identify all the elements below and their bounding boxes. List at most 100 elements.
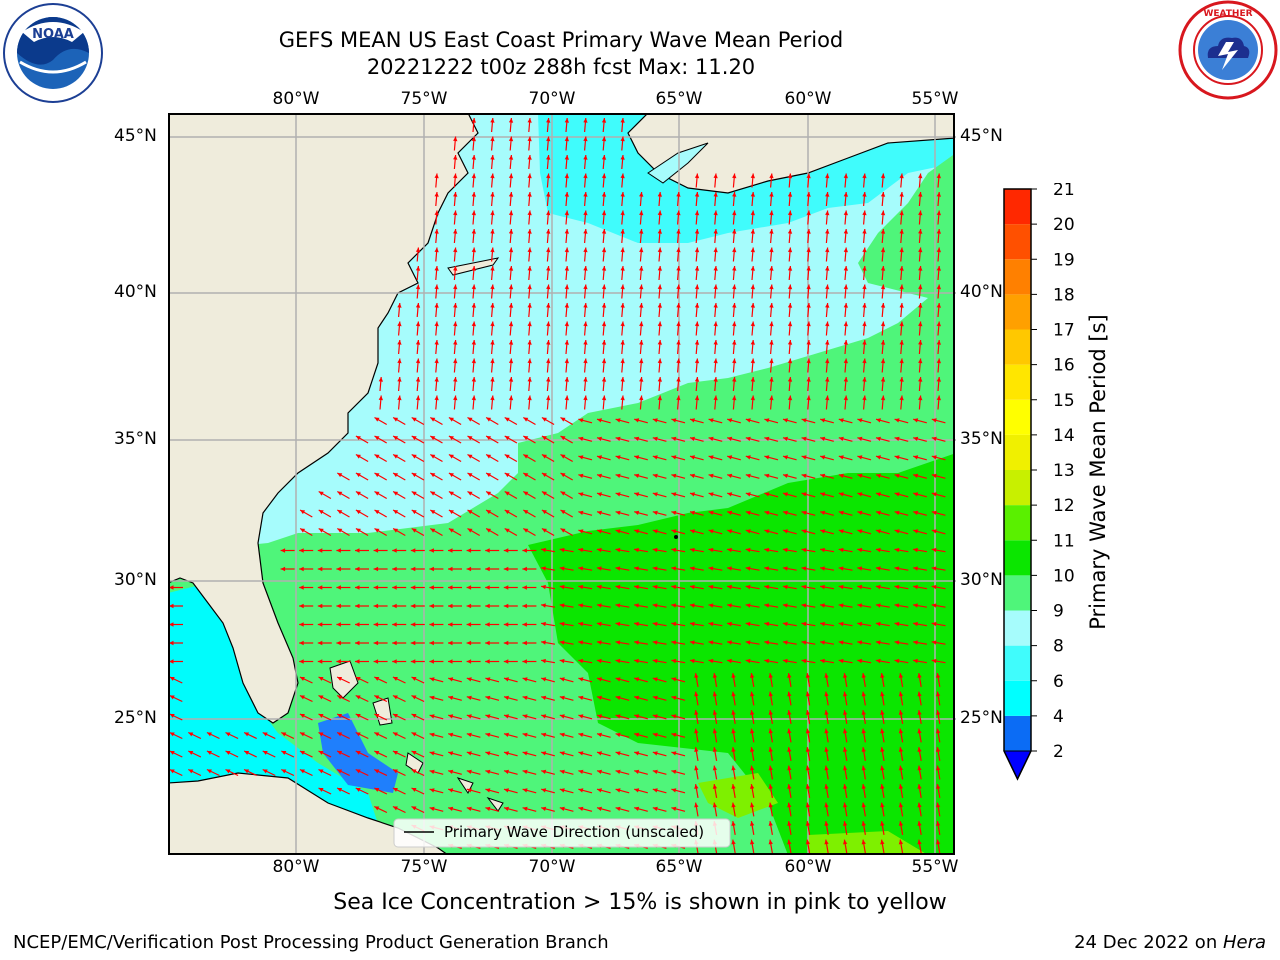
wave-arrow-head — [615, 584, 621, 590]
wave-arrow-head — [615, 658, 621, 664]
wave-arrow-head — [843, 173, 848, 179]
wave-arrow-head — [880, 728, 885, 734]
wave-arrow-head — [429, 622, 434, 627]
wave-arrow-head — [583, 136, 588, 142]
wave-arrow-head — [485, 695, 491, 700]
wave-arrow-head — [652, 769, 658, 774]
wave-arrow-head — [560, 473, 566, 478]
wave-arrow-head — [634, 714, 640, 719]
wave-arrow-head — [838, 418, 844, 423]
wave-arrow-head — [880, 821, 885, 826]
colorbar-block — [1004, 540, 1031, 576]
wave-arrow-head — [337, 769, 343, 774]
wave-arrow-head — [317, 566, 323, 572]
wave-arrow-head — [801, 547, 807, 553]
lon-tick-bottom: 70°W — [528, 857, 576, 877]
wave-arrow-head — [918, 303, 923, 308]
wave-arrow-head — [430, 417, 436, 422]
wave-arrow-head — [578, 658, 584, 664]
wave-arrow-head — [504, 436, 510, 441]
wave-arrow-head — [634, 418, 640, 423]
wave-arrow-head — [838, 621, 844, 627]
wave-arrow-head — [374, 732, 380, 737]
wave-arrow-head — [299, 732, 305, 737]
wave-arrow-head — [689, 547, 695, 553]
wave-arrow-head — [801, 455, 807, 460]
wave-arrow-head — [825, 358, 830, 364]
wave-arrow-head — [578, 751, 584, 756]
wave-arrow-head — [169, 769, 175, 774]
wave-arrow-head — [676, 303, 681, 308]
wave-arrow-head — [918, 377, 923, 382]
wave-arrow-head — [634, 806, 640, 811]
wave-arrow-head — [732, 284, 737, 290]
wave-arrow-head — [857, 510, 863, 515]
wave-arrow-head — [787, 173, 793, 179]
wave-arrow-head — [448, 714, 454, 719]
wave-arrow-head — [485, 622, 490, 627]
wave-arrow-head — [615, 769, 621, 774]
wave-arrow-head — [918, 358, 923, 364]
wave-arrow-head — [713, 266, 718, 271]
wave-arrow-head — [745, 621, 751, 627]
wave-arrow-head — [466, 622, 472, 627]
wave-arrow-head — [913, 510, 919, 515]
wave-arrow-head — [392, 769, 398, 774]
wave-arrow-head — [503, 640, 509, 646]
wave-arrow-head — [541, 491, 547, 496]
wave-arrow-head — [671, 418, 677, 423]
ocean-region-10-11s — [528, 453, 954, 854]
wave-arrow-head — [355, 732, 361, 737]
wave-arrow-head — [578, 640, 584, 645]
wave-arrow-head — [843, 210, 848, 216]
wave-arrow-head — [527, 136, 532, 142]
wave-arrow-head — [880, 321, 886, 327]
wave-arrow-head — [732, 377, 737, 382]
wave-arrow-head — [634, 695, 640, 700]
wave-arrow-head — [615, 714, 621, 719]
wave-arrow-head — [671, 473, 677, 478]
wave-arrow-head — [578, 473, 584, 478]
wave-arrow-head — [769, 358, 774, 364]
wave-arrow-head — [559, 695, 565, 700]
wave-arrow-head — [838, 492, 844, 497]
wave-arrow-head — [861, 784, 866, 789]
wave-arrow-head — [876, 436, 881, 441]
wave-arrow-head — [820, 603, 825, 608]
wave-arrow-head — [355, 622, 360, 627]
lat-tick-left: 35°N — [114, 429, 157, 449]
wave-arrow-head — [694, 377, 700, 382]
wave-arrow-head — [712, 802, 718, 808]
wave-arrow-head — [434, 229, 439, 234]
colorbar-extend-triangle — [1003, 750, 1032, 781]
wave-arrow-head — [169, 714, 175, 718]
wave-arrow-head — [931, 603, 937, 608]
wave-arrow-head — [578, 418, 584, 423]
wave-arrow-head — [838, 566, 844, 571]
wave-arrow-head — [824, 765, 829, 771]
wave-arrow-head — [504, 695, 509, 700]
wave-arrow-head — [764, 418, 770, 423]
wave-arrow-head — [620, 266, 625, 271]
wave-arrow-head — [727, 603, 732, 608]
wave-arrow-head — [750, 765, 755, 771]
wave-arrow-head — [434, 395, 439, 401]
wave-arrow-head — [564, 266, 569, 271]
wave-arrow-head — [471, 173, 476, 179]
wave-arrow-head — [862, 266, 867, 271]
wave-arrow-head — [671, 547, 677, 553]
wave-arrow-head — [913, 455, 919, 460]
wave-arrow-head — [801, 436, 807, 441]
wave-arrow-head — [862, 210, 867, 216]
wave-arrow-head — [564, 192, 569, 197]
wave-arrow-head — [471, 266, 476, 271]
wave-arrow-head — [560, 436, 566, 441]
wave-arrow-head — [634, 492, 640, 497]
wave-arrow-head — [434, 192, 439, 197]
wave-arrow-head — [597, 677, 602, 682]
wave-arrow-head — [508, 321, 514, 327]
wave-arrow-head — [783, 473, 788, 478]
wave-arrow-head — [918, 173, 923, 179]
wave-arrow-head — [931, 566, 937, 571]
wave-arrow-head — [843, 358, 848, 364]
